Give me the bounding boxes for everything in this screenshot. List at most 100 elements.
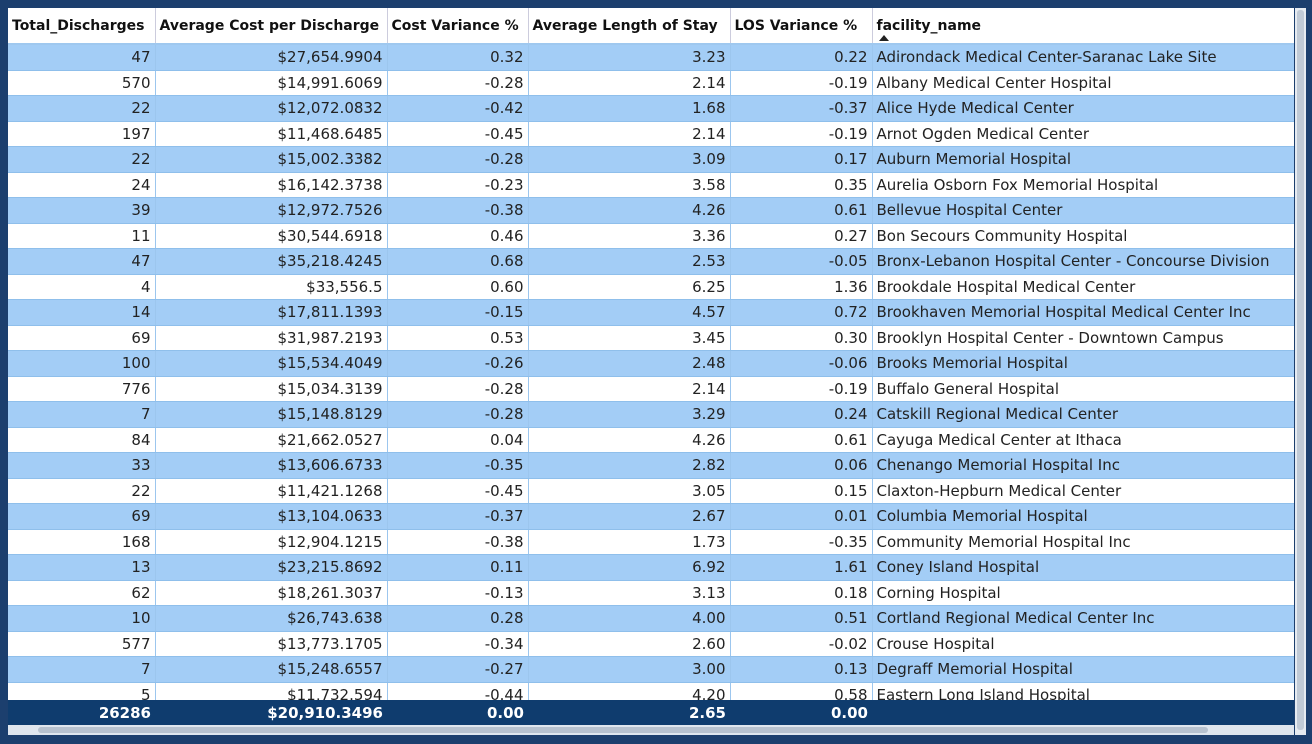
table-cell: Claxton-Hepburn Medical Center (872, 478, 1294, 504)
table-cell: $17,811.1393 (155, 299, 388, 326)
scroll-thumb[interactable] (1297, 10, 1304, 730)
table-cell: -0.45 (387, 121, 529, 147)
table-cell: 69 (8, 325, 156, 351)
table-cell: 11 (8, 223, 156, 249)
total-cell: $20,910.3496 (267, 703, 383, 722)
table-visual: Total_Discharges Average Cost per Dischar… (8, 8, 1294, 735)
table-row: 24 $16,142.3738 -0.23 3.58 0.35 Aurelia Osbor… (8, 172, 1294, 198)
table-cell: 22 (8, 146, 156, 173)
table-cell: -0.42 (387, 95, 529, 122)
table-cell: Brookhaven Memorial Hospital Medical Cen… (872, 299, 1294, 326)
column-header[interactable]: LOS Variance % (730, 8, 873, 45)
table-cell: Bon Secours Community Hospital (872, 223, 1294, 249)
table-cell: 3.45 (528, 325, 731, 351)
table-cell: 4.26 (528, 197, 731, 224)
table-cell: 62 (8, 580, 156, 606)
column-header[interactable]: Average Cost per Discharge (155, 8, 388, 45)
horizontal-scrollbar[interactable] (8, 725, 1294, 735)
table-cell: Auburn Memorial Hospital (872, 146, 1294, 173)
table-cell: -0.45 (387, 478, 529, 504)
table-cell: 0.27 (730, 223, 873, 249)
table-row: 22 $15,002.3382 -0.28 3.09 0.17 Auburn Memori… (8, 146, 1294, 173)
table-cell: -0.28 (387, 376, 529, 402)
table-cell: Bronx-Lebanon Hospital Center - Concours… (872, 248, 1294, 275)
table-cell: -0.02 (730, 631, 873, 657)
table-cell: 33 (8, 452, 156, 479)
table-row: 62 $18,261.3037 -0.13 3.13 0.18 Corning Hospi… (8, 580, 1294, 606)
table-cell: 3.58 (528, 172, 731, 198)
table-cell: $18,261.3037 (155, 580, 388, 606)
total-cell: 26286 (98, 703, 151, 722)
table-cell: -0.23 (387, 172, 529, 198)
column-header[interactable]: Total_Discharges (8, 8, 156, 45)
table-row: 11 $30,544.6918 0.46 3.36 0.27 Bon Secours Co… (8, 223, 1294, 249)
table-cell: 69 (8, 503, 156, 530)
table-row: 22 $11,421.1268 -0.45 3.05 0.15 Claxton-Hepbu… (8, 478, 1294, 504)
table-cell: Eastern Long Island Hospital (872, 682, 1294, 700)
table-cell: 1.61 (730, 554, 873, 581)
table-cell: 0.22 (730, 45, 873, 71)
table-cell: 0.17 (730, 146, 873, 173)
table-cell: 0.24 (730, 401, 873, 428)
table-cell: $15,034.3139 (155, 376, 388, 402)
table-cell: Brooks Memorial Hospital (872, 350, 1294, 377)
table-cell: Columbia Memorial Hospital (872, 503, 1294, 530)
table-cell: 2.48 (528, 350, 731, 377)
table-cell: 0.72 (730, 299, 873, 326)
table-row: 7 $15,148.8129 -0.28 3.29 0.24 Catskill Regio… (8, 401, 1294, 428)
table-cell: -0.19 (730, 121, 873, 147)
table-cell: 3.00 (528, 656, 731, 683)
table-cell: -0.28 (387, 146, 529, 173)
table-cell: Buffalo General Hospital (872, 376, 1294, 402)
table-cell: 47 (8, 248, 156, 275)
table-cell: 0.58 (730, 682, 873, 700)
table-row: 5 $11,732.594 -0.44 4.20 0.58 Eastern Long Is… (8, 682, 1294, 700)
table-row: 577 $13,773.1705 -0.34 2.60 -0.02 Crouse Hosp… (8, 631, 1294, 657)
table-cell: -0.27 (387, 656, 529, 683)
vertical-scrollbar[interactable] (1295, 8, 1306, 735)
table-cell: 0.15 (730, 478, 873, 504)
table-row: 84 $21,662.0527 0.04 4.26 0.61 Cayuga Medical… (8, 427, 1294, 453)
table-cell: Coney Island Hospital (872, 554, 1294, 581)
table-cell: 2.67 (528, 503, 731, 530)
table-cell: 3.13 (528, 580, 731, 606)
table-cell: 2.82 (528, 452, 731, 479)
table-row: 47 $35,218.4245 0.68 2.53 -0.05 Bronx-Lebanon… (8, 248, 1294, 275)
scroll-thumb[interactable] (38, 727, 1208, 733)
table-row: 22 $12,072.0832 -0.42 1.68 -0.37 Alice Hyde M… (8, 95, 1294, 122)
table-cell: -0.35 (730, 529, 873, 555)
table-cell: 0.28 (387, 605, 529, 632)
table-cell: -0.37 (730, 95, 873, 122)
table-cell: -0.15 (387, 299, 529, 326)
table-cell: $33,556.5 (155, 274, 388, 300)
table-cell: $23,215.8692 (155, 554, 388, 581)
column-header[interactable]: Average Length of Stay (528, 8, 731, 45)
table-row: 570 $14,991.6069 -0.28 2.14 -0.19 Albany Medi… (8, 70, 1294, 96)
table-cell: 3.09 (528, 146, 731, 173)
table-cell: Arnot Ogden Medical Center (872, 121, 1294, 147)
table-cell: 2.14 (528, 70, 731, 96)
table-cell: $15,534.4049 (155, 350, 388, 377)
table-cell: 47 (8, 45, 156, 71)
table-cell: $15,002.3382 (155, 146, 388, 173)
table-cell: 39 (8, 197, 156, 224)
table-cell: 0.46 (387, 223, 529, 249)
table-cell: Adirondack Medical Center-Saranac Lake S… (872, 45, 1294, 71)
table-cell: Degraff Memorial Hospital (872, 656, 1294, 683)
table-cell: -0.35 (387, 452, 529, 479)
table-cell: 2.53 (528, 248, 731, 275)
table-row: 14 $17,811.1393 -0.15 4.57 0.72 Brookhaven Me… (8, 299, 1294, 326)
table-cell: $15,248.6557 (155, 656, 388, 683)
table-cell: $15,148.8129 (155, 401, 388, 428)
table-cell: Albany Medical Center Hospital (872, 70, 1294, 96)
table-cell: Alice Hyde Medical Center (872, 95, 1294, 122)
table-cell: Bellevue Hospital Center (872, 197, 1294, 224)
table-cell: 0.32 (387, 45, 529, 71)
table-cell: 0.61 (730, 427, 873, 453)
table-cell: 2.60 (528, 631, 731, 657)
table-row: 69 $13,104.0633 -0.37 2.67 0.01 Columbia Memo… (8, 503, 1294, 530)
table-cell: Crouse Hospital (872, 631, 1294, 657)
table-cell: 100 (8, 350, 156, 377)
column-header[interactable]: facility_name (872, 8, 1294, 45)
column-header[interactable]: Cost Variance % (387, 8, 529, 45)
